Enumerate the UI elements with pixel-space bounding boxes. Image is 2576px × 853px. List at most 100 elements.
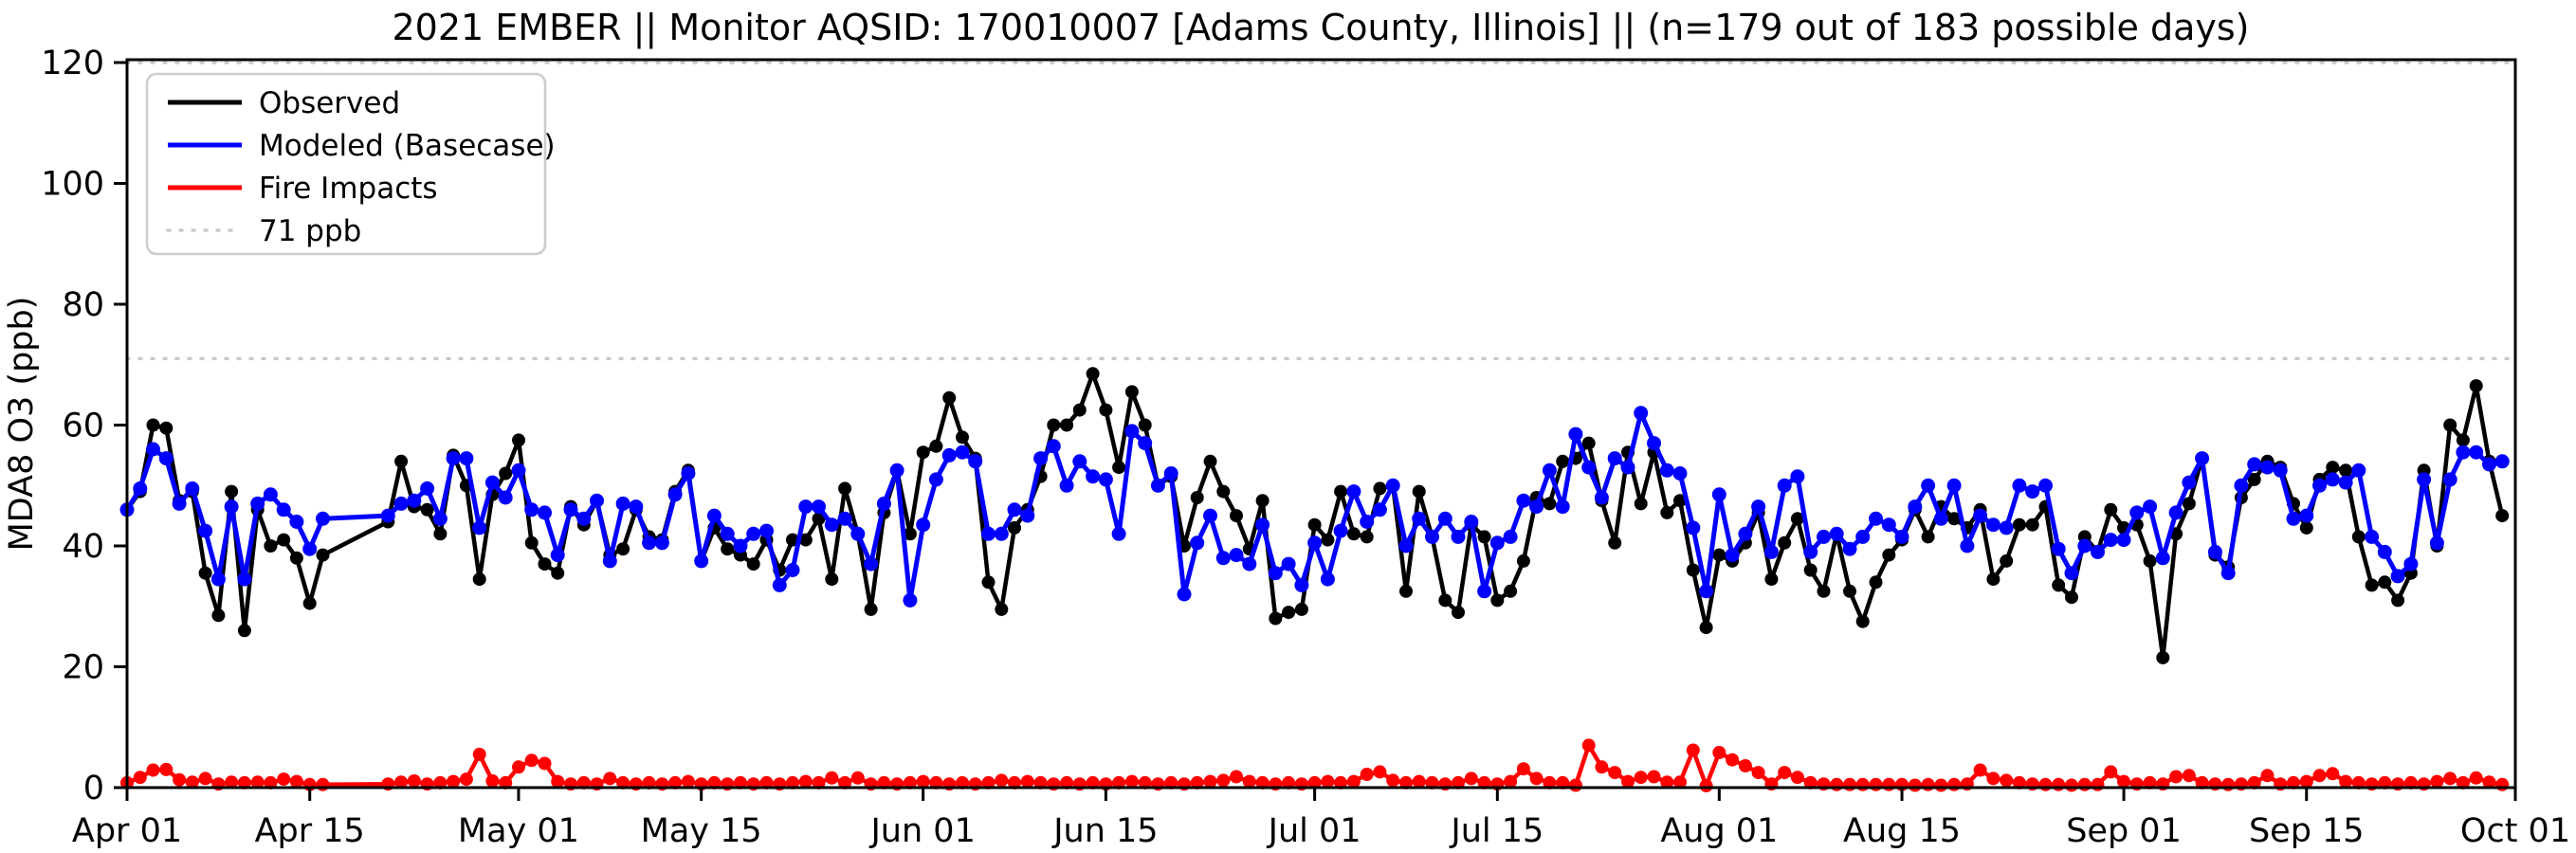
data-point: [1060, 418, 1074, 432]
data-point: [1594, 490, 1609, 505]
data-point: [903, 592, 918, 608]
data-point: [929, 775, 943, 789]
data-point: [133, 771, 147, 785]
data-point: [2365, 529, 2380, 544]
data-point: [864, 602, 878, 616]
data-point: [277, 533, 291, 547]
data-point: [798, 774, 813, 789]
data-point: [1046, 439, 1061, 454]
data-point: [1973, 763, 1987, 777]
data-point: [1647, 436, 1661, 451]
data-point: [1086, 367, 1100, 381]
data-point: [706, 508, 722, 523]
data-point: [1921, 777, 1935, 791]
data-point: [1908, 778, 1922, 792]
data-point: [1163, 466, 1178, 481]
data-point: [1008, 775, 1021, 789]
data-point: [1843, 777, 1856, 791]
data-point: [1985, 517, 2001, 533]
data-point: [2495, 509, 2510, 523]
data-point: [2195, 775, 2209, 789]
data-point: [276, 502, 291, 517]
x-tick-label: Aug 15: [1843, 812, 1961, 850]
data-point: [498, 490, 513, 505]
data-point: [1568, 426, 1583, 442]
data-point: [407, 493, 422, 508]
data-point: [1986, 572, 2001, 587]
data-point: [2038, 478, 2053, 493]
x-tick-label: May 15: [641, 812, 762, 850]
data-point: [2456, 433, 2470, 447]
x-tick-label: Jul 01: [1267, 812, 1361, 850]
data-point: [524, 753, 539, 768]
data-point: [380, 508, 395, 523]
reference-lines: [125, 61, 2517, 361]
data-point: [2182, 497, 2196, 511]
data-point: [2312, 478, 2327, 493]
data-point: [995, 602, 1009, 616]
data-point: [2260, 769, 2275, 783]
data-point: [1660, 775, 1674, 789]
data-point: [2143, 775, 2157, 789]
data-point: [211, 608, 226, 623]
data-point: [1960, 538, 1975, 554]
data-point: [1581, 460, 1597, 475]
data-point: [2442, 472, 2457, 487]
data-point: [1999, 520, 2014, 535]
data-point: [2051, 541, 2066, 556]
data-point: [1269, 611, 1283, 626]
series-observed: [120, 367, 2510, 664]
data-point: [499, 466, 513, 481]
x-tick-label: May 01: [458, 812, 579, 850]
data-point: [1529, 771, 1544, 786]
data-point: [1855, 777, 1870, 791]
data-point: [1268, 566, 1283, 581]
data-point: [459, 772, 473, 787]
data-point: [499, 775, 513, 789]
data-point: [889, 463, 904, 478]
data-point: [1842, 541, 1857, 556]
data-point: [394, 454, 409, 468]
data-point: [1581, 436, 1596, 450]
data-point: [2469, 771, 2483, 785]
legend-box: [145, 72, 547, 256]
data-point: [2494, 454, 2510, 469]
data-point: [838, 481, 852, 496]
data-point: [642, 775, 656, 789]
data-point: [2482, 775, 2496, 789]
y-tick-label: 0: [83, 770, 104, 808]
data-point: [2260, 460, 2275, 475]
data-point: [472, 572, 486, 587]
data-point: [2143, 554, 2157, 568]
data-point: [1608, 535, 1622, 550]
data-point: [2378, 775, 2392, 789]
data-point: [2052, 777, 2066, 791]
data-point: [2351, 463, 2366, 478]
data-point: [1660, 505, 1674, 519]
data-point: [654, 535, 669, 551]
data-point: [173, 772, 187, 787]
data-point: [1686, 563, 1700, 577]
data-point: [263, 487, 278, 502]
data-point: [538, 505, 552, 520]
data-point: [2351, 530, 2366, 544]
data-point: [1086, 469, 1101, 484]
data-point: [1320, 572, 1335, 587]
data-point: [1215, 551, 1231, 566]
data-point: [1595, 760, 1609, 774]
data-point: [877, 775, 891, 789]
data-point: [1346, 774, 1361, 789]
data-point: [1307, 535, 1323, 551]
data-point: [825, 771, 839, 785]
data-point: [1504, 774, 1518, 789]
data-point: [1516, 493, 1531, 508]
data-point: [432, 511, 448, 526]
data-point: [1281, 556, 1296, 572]
data-point: [2221, 777, 2236, 791]
data-point: [1098, 472, 1113, 487]
data-point: [2403, 775, 2418, 789]
data-point: [433, 527, 448, 541]
data-point: [2469, 379, 2483, 393]
data-point: [1138, 418, 1152, 432]
data-point: [2351, 775, 2366, 789]
